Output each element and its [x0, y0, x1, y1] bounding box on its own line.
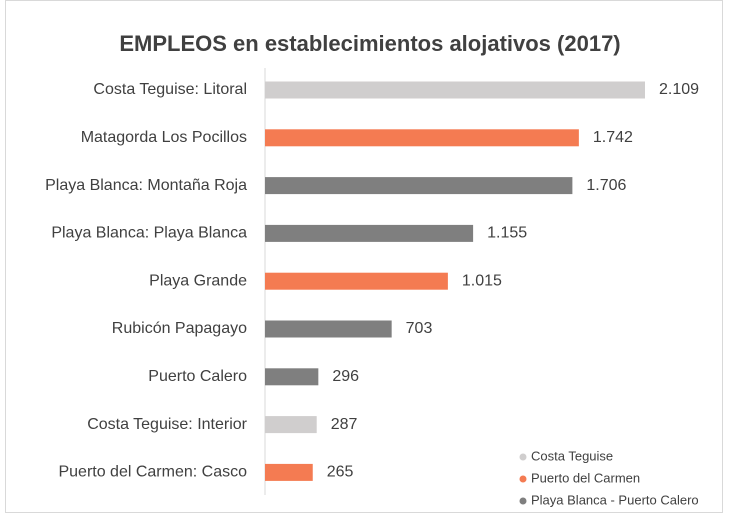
category-label: Costa Teguise: Interior	[87, 416, 247, 433]
value-label: 1.015	[462, 272, 502, 289]
value-label: 1.155	[487, 225, 527, 242]
category-label: Rubicón Papagayo	[112, 320, 247, 337]
value-label: 296	[332, 368, 359, 385]
category-label: Playa Blanca: Montaña Roja	[45, 177, 247, 194]
bar	[265, 272, 448, 290]
bar	[265, 81, 645, 99]
chart-title: EMPLEOS en establecimientos alojativos (…	[119, 31, 620, 56]
bar	[265, 129, 579, 147]
value-label: 1.706	[586, 177, 626, 194]
bar	[265, 177, 573, 195]
category-label: Costa Teguise: Litoral	[93, 81, 247, 98]
bar	[265, 416, 317, 434]
bar	[265, 368, 319, 386]
legend-marker	[519, 475, 527, 483]
legend-marker	[519, 453, 527, 461]
legend-label: Costa Teguise	[531, 448, 613, 463]
bar	[265, 320, 392, 338]
bar	[265, 224, 474, 242]
bar	[265, 463, 313, 481]
category-label: Puerto Calero	[148, 368, 247, 385]
chart-frame	[5, 0, 723, 513]
category-label: Playa Grande	[149, 272, 247, 289]
legend-label: Playa Blanca - Puerto Calero	[531, 492, 699, 507]
value-label: 1.742	[593, 129, 633, 146]
legend-label: Puerto del Carmen	[531, 470, 640, 485]
category-label: Puerto del Carmen: Casco	[58, 464, 247, 481]
value-label: 703	[406, 320, 433, 337]
value-label: 2.109	[659, 81, 699, 98]
legend-marker	[519, 497, 527, 505]
category-label: Playa Blanca: Playa Blanca	[51, 225, 247, 242]
value-label: 287	[331, 416, 358, 433]
category-label: Matagorda Los Pocillos	[81, 129, 247, 146]
value-label: 265	[327, 464, 354, 481]
